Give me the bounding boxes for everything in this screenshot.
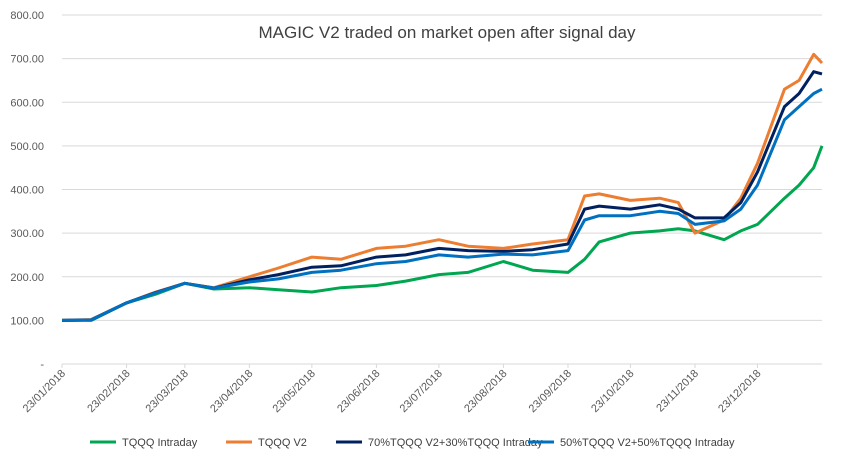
x-tick-label: 23/06/2018 xyxy=(335,368,382,415)
x-tick-label: 23/03/2018 xyxy=(144,368,191,415)
y-tick-label: - xyxy=(40,359,44,371)
series-line-3 xyxy=(61,87,823,322)
legend-label: 70%TQQQ V2+30%TQQQ Intraday xyxy=(368,437,543,449)
legend-label: TQQQ Intraday xyxy=(122,437,198,449)
x-tick-label: 23/04/2018 xyxy=(208,368,255,415)
x-tick-label: 23/09/2018 xyxy=(527,368,574,415)
series-line-2 xyxy=(61,70,823,322)
x-tick-label: 23/10/2018 xyxy=(589,368,636,415)
legend-label: TQQQ V2 xyxy=(258,437,307,449)
series-line-1 xyxy=(61,52,824,322)
legend: TQQQ Intraday TQQQ V2 70%TQQQ V2+30%TQQQ I… xyxy=(90,437,735,449)
x-tick-label: 23/07/2018 xyxy=(398,368,445,415)
y-tick-label: 400.00 xyxy=(10,185,44,197)
x-tick-label: 23/12/2018 xyxy=(716,368,763,415)
y-tick-label: 700.00 xyxy=(10,54,44,66)
x-tick-label: 23/08/2018 xyxy=(462,368,509,415)
x-tick-label: 23/11/2018 xyxy=(654,368,701,415)
legend-label: 50%TQQQ V2+50%TQQQ Intraday xyxy=(560,437,735,449)
y-tick-label: 600.00 xyxy=(10,97,44,109)
series-lines xyxy=(61,52,824,322)
gridlines xyxy=(62,14,822,365)
x-tick-label: 23/05/2018 xyxy=(271,368,318,415)
y-tick-label: 800.00 xyxy=(10,10,44,22)
y-tick-label: 500.00 xyxy=(10,141,44,153)
y-tick-label: 100.00 xyxy=(10,315,44,327)
x-axis: 23/01/2018 23/02/2018 23/03/2018 23/04/2018… xyxy=(21,364,764,415)
x-tick-label: 23/02/2018 xyxy=(85,368,132,415)
y-axis: - 100.00 200.00 300.00 400.00 500.00 600.00 700… xyxy=(10,10,44,371)
chart-title: MAGIC V2 traded on market open after sig… xyxy=(258,23,636,42)
y-tick-label: 200.00 xyxy=(10,272,44,284)
x-tick-label: 23/01/2018 xyxy=(21,368,68,415)
y-tick-label: 300.00 xyxy=(10,228,44,240)
